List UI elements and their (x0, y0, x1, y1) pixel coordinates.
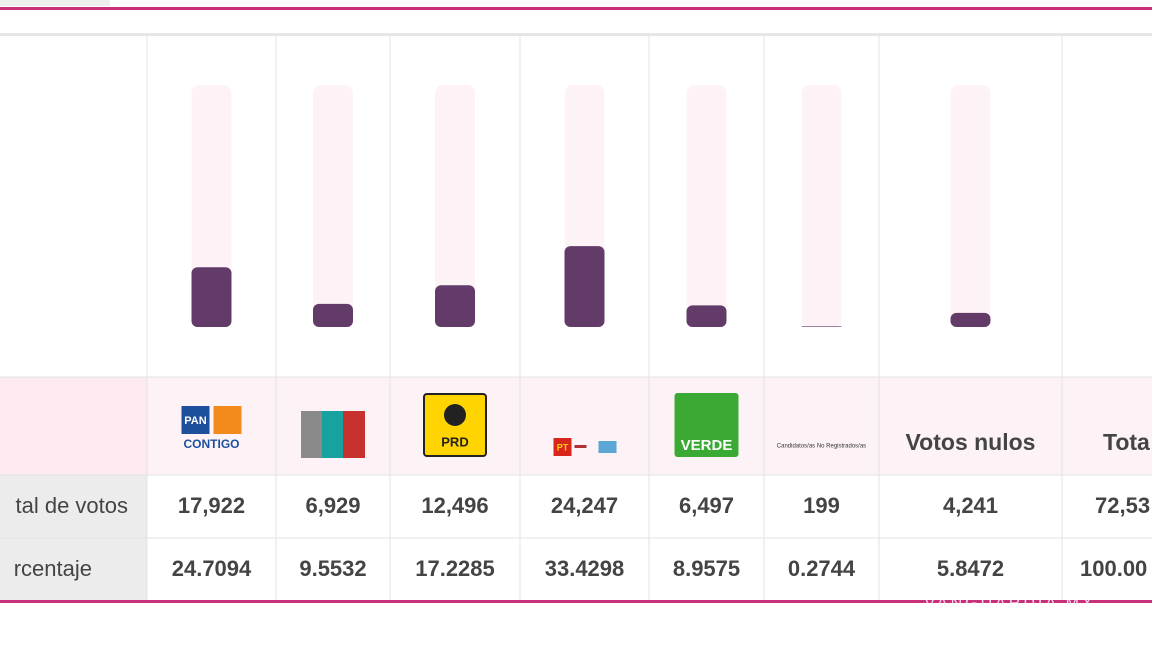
logo (574, 445, 587, 448)
bar (686, 305, 727, 327)
bar (435, 285, 475, 327)
logo (444, 404, 466, 426)
logo (343, 411, 365, 458)
bar (313, 303, 353, 327)
bar-track (686, 85, 727, 327)
percentage: 9.5532 (299, 556, 366, 581)
bar-track (191, 85, 232, 327)
percentage: 8.9575 (673, 556, 740, 581)
bar-track (950, 85, 991, 327)
bar-track (435, 85, 475, 327)
votes: 12,496 (421, 493, 488, 518)
logo-row (0, 377, 1152, 475)
logo (181, 406, 210, 434)
logo (322, 411, 343, 458)
logo-text: Candidatos/as No Registrados/as (777, 444, 866, 450)
votes: 72,53 (1095, 493, 1150, 518)
logo-text: PAN (184, 415, 206, 427)
percentage: 100.00 (1080, 556, 1147, 581)
bar (564, 246, 605, 327)
logo (674, 393, 739, 457)
bar-track (313, 85, 353, 327)
bar (191, 267, 232, 327)
top-tab (0, 0, 110, 6)
bar-track (801, 85, 842, 327)
logo (598, 441, 617, 453)
logo (213, 406, 242, 434)
watermark: VANGUARDIA MX (924, 595, 1095, 612)
logo-text: PT (557, 442, 569, 452)
column-label: Votos nulos (906, 429, 1036, 455)
percentage: 33.4298 (545, 556, 625, 581)
column-label: Tota (1103, 429, 1150, 455)
votes: 6,929 (305, 493, 360, 518)
percentage: 17.2285 (415, 556, 495, 581)
percentage: 24.7094 (172, 556, 252, 581)
label-cell (0, 377, 147, 475)
bar (950, 312, 991, 327)
votes: 17,922 (178, 493, 245, 518)
row-label: rcentaje (14, 556, 92, 581)
logo-text: CONTIGO (184, 437, 240, 451)
bar (801, 326, 842, 327)
logo-text: PRD (441, 434, 468, 449)
votes: 4,241 (943, 493, 998, 518)
votes: 24,247 (551, 493, 618, 518)
votes: 6,497 (679, 493, 734, 518)
row-label: tal de votos (15, 493, 128, 518)
logo-text: VERDE (681, 437, 733, 454)
percentage: 5.8472 (937, 556, 1004, 581)
percentage: 0.2744 (788, 556, 856, 581)
top-rule (0, 7, 1152, 10)
logo (553, 438, 572, 456)
votes: 199 (803, 493, 840, 518)
logo (301, 411, 322, 458)
bottom-rule (0, 600, 1152, 603)
table-top (0, 33, 1152, 36)
